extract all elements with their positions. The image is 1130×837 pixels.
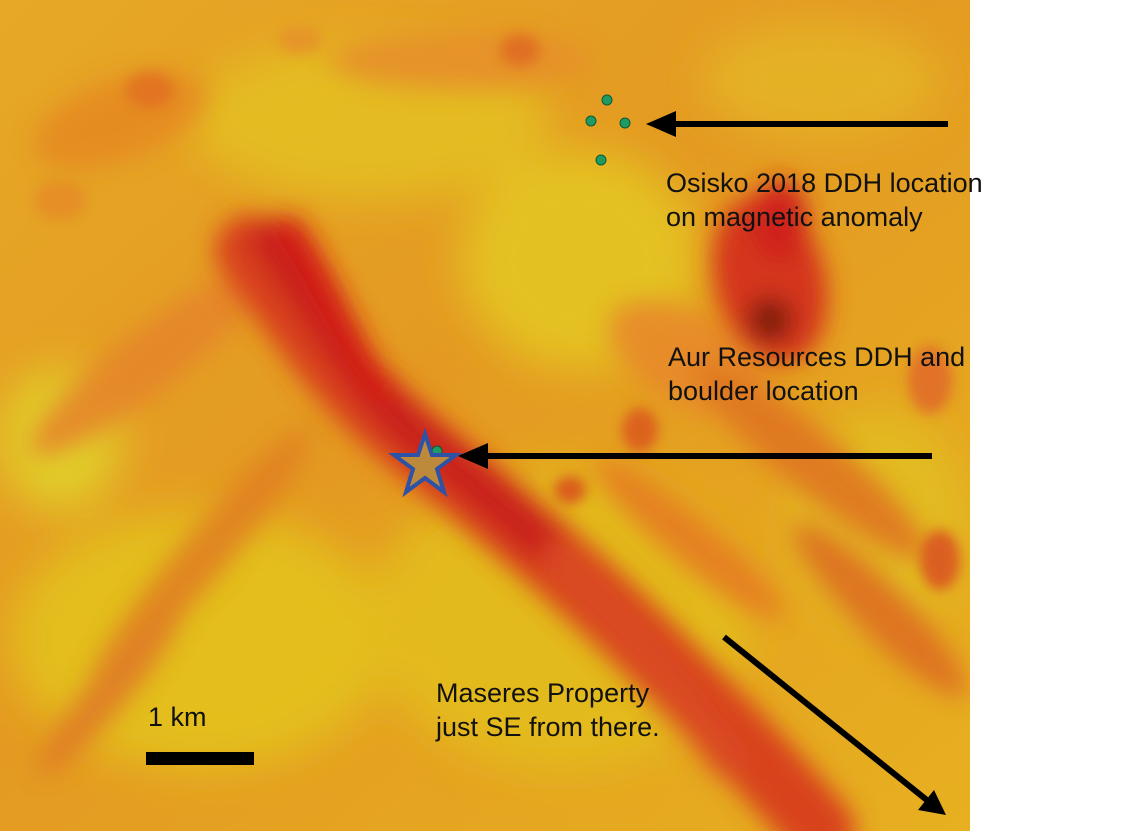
star-icon	[387, 427, 463, 498]
green-circle-icon	[619, 117, 631, 129]
aur-boulder-marker	[387, 427, 463, 498]
map-raster	[0, 0, 970, 831]
scale-bar-label: 1 km	[148, 702, 207, 732]
maseres-label-line1: Maseres Property	[436, 678, 650, 708]
maseres-label-line2: just SE from there.	[436, 712, 660, 742]
arrows	[458, 111, 948, 815]
osisko-label-line1: Osisko 2018 DDH location	[666, 168, 983, 198]
arrow-icon	[722, 634, 946, 815]
aur-label: Aur Resources DDH and boulder location	[668, 340, 965, 408]
aur-label-line2: boulder location	[668, 376, 859, 406]
maseres-label: Maseres Property just SE from there.	[436, 676, 660, 744]
green-circle-icon	[601, 94, 613, 106]
osisko-drill-holes	[585, 94, 631, 166]
osisko-label-line2: on magnetic anomaly	[666, 202, 923, 232]
arrow-icon	[646, 111, 948, 137]
scale-bar	[146, 752, 254, 765]
green-circle-icon	[585, 115, 597, 127]
arrow-icon	[458, 443, 932, 469]
aur-label-line1: Aur Resources DDH and	[668, 342, 966, 372]
green-circle-icon	[595, 154, 607, 166]
osisko-label: Osisko 2018 DDH location on magnetic ano…	[666, 166, 983, 234]
